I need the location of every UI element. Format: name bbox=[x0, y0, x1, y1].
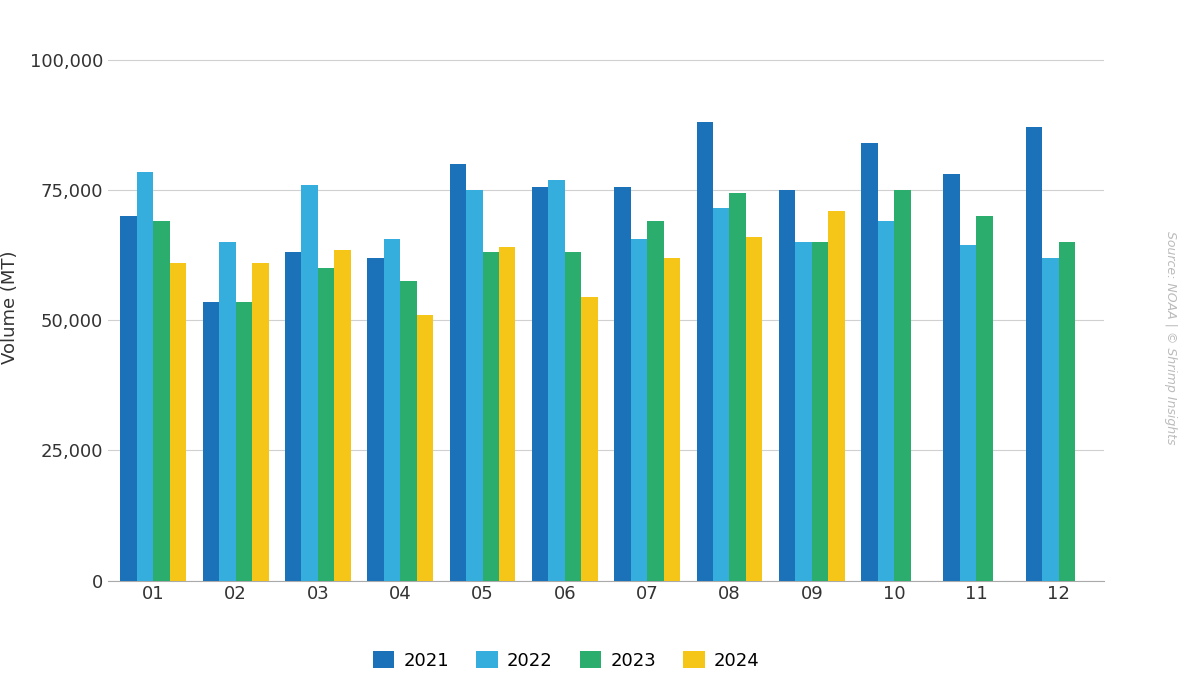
Bar bbox=[943, 174, 960, 580]
Bar bbox=[318, 268, 335, 580]
Bar bbox=[450, 164, 466, 580]
Bar bbox=[664, 258, 680, 580]
Bar bbox=[137, 171, 154, 580]
Bar bbox=[746, 237, 762, 580]
Bar bbox=[252, 263, 269, 580]
Bar bbox=[1058, 242, 1075, 580]
Bar bbox=[730, 192, 746, 580]
Bar bbox=[894, 190, 911, 580]
Bar bbox=[203, 302, 220, 580]
Bar bbox=[220, 242, 235, 580]
Bar bbox=[565, 252, 581, 580]
Bar bbox=[960, 244, 977, 580]
Bar bbox=[647, 221, 664, 580]
Bar bbox=[401, 281, 416, 580]
Bar bbox=[862, 143, 877, 580]
Bar bbox=[482, 252, 499, 580]
Bar bbox=[614, 188, 631, 580]
Bar bbox=[828, 211, 845, 580]
Bar bbox=[779, 190, 796, 580]
Bar bbox=[154, 221, 169, 580]
Bar bbox=[631, 240, 647, 580]
Bar bbox=[1043, 258, 1058, 580]
Bar bbox=[877, 221, 894, 580]
Bar bbox=[581, 297, 598, 580]
Bar bbox=[811, 242, 828, 580]
Bar bbox=[120, 216, 137, 580]
Bar bbox=[301, 185, 318, 580]
Bar bbox=[367, 258, 384, 580]
Bar bbox=[335, 250, 350, 580]
Bar bbox=[1026, 128, 1043, 580]
Bar bbox=[548, 180, 565, 580]
Bar bbox=[696, 122, 713, 580]
Bar bbox=[977, 216, 992, 580]
Bar bbox=[284, 252, 301, 580]
Bar bbox=[169, 263, 186, 580]
Y-axis label: Volume (MT): Volume (MT) bbox=[1, 250, 19, 364]
Bar bbox=[713, 208, 730, 580]
Bar bbox=[499, 247, 516, 580]
Bar bbox=[416, 315, 433, 580]
Bar bbox=[532, 188, 548, 580]
Legend: 2021, 2022, 2023, 2024: 2021, 2022, 2023, 2024 bbox=[366, 644, 767, 675]
Bar bbox=[235, 302, 252, 580]
Bar bbox=[466, 190, 482, 580]
Text: Source: NOAA | © Shrimp Insights: Source: NOAA | © Shrimp Insights bbox=[1164, 231, 1176, 444]
Bar bbox=[384, 240, 401, 580]
Bar bbox=[796, 242, 811, 580]
